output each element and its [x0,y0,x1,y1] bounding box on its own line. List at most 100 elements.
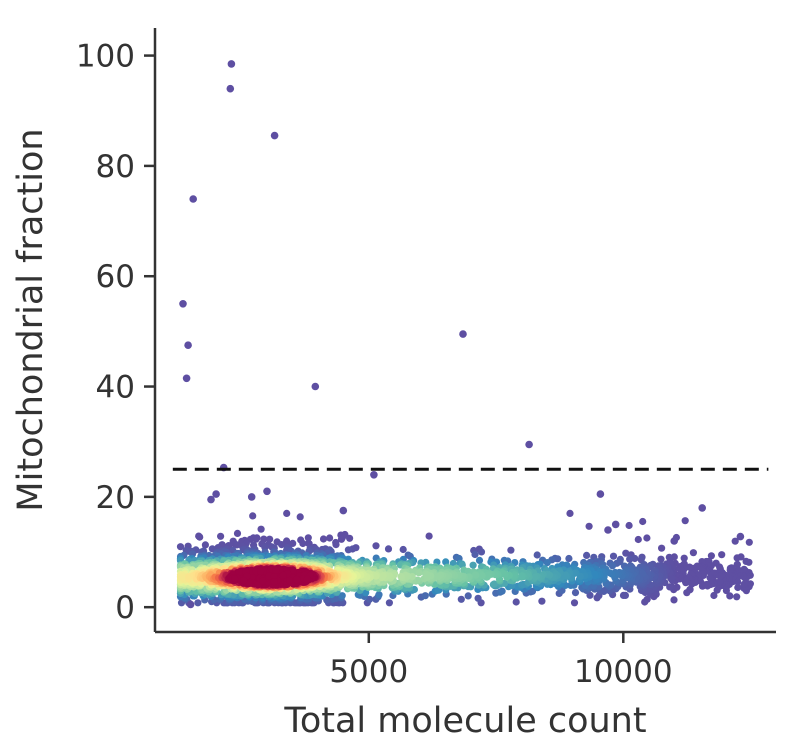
data-point [296,513,304,521]
outlier-point [247,493,256,501]
x-tick-label: 5000 [329,654,408,690]
data-point [201,541,209,549]
data-point [619,591,628,600]
data-point [385,599,393,607]
data-point [657,555,665,563]
data-point [745,538,753,546]
outlier-point [270,131,279,140]
outlier-point [311,382,320,391]
data-point [554,555,562,563]
x-axis-title: Total molecule count [283,701,646,741]
outlier-point [459,330,467,338]
data-point [384,545,393,553]
data-point [639,517,647,526]
data-point [245,579,253,588]
points-layer [176,60,755,609]
data-point [518,572,526,580]
data-point [293,575,301,584]
data-point [265,572,273,580]
data-point [710,591,718,600]
data-point [425,532,433,540]
outlier-point [207,495,215,504]
data-point [566,509,574,517]
data-point [731,537,739,545]
data-point [726,566,734,574]
data-point [643,534,651,542]
outlier-point [596,490,605,498]
outlier-point [263,487,271,496]
data-point [208,545,216,553]
data-point [733,554,741,562]
data-point [283,509,291,517]
data-point [286,576,294,585]
data-point [346,534,354,542]
data-point [716,572,724,580]
data-point [734,583,742,592]
data-point [423,571,432,579]
data-point [249,512,257,520]
data-point [570,599,579,607]
data-point [421,592,429,600]
outlier-point [525,440,533,449]
data-point [477,548,486,556]
y-tick-label: 80 [96,149,135,185]
data-point [626,555,634,563]
data-point [681,517,689,525]
data-point [397,572,405,581]
data-point [270,573,278,581]
data-point [733,560,741,569]
data-point [464,592,472,600]
data-point [591,570,599,578]
data-point [726,592,734,600]
data-point [270,578,278,586]
outlier-point [370,471,378,479]
data-point [585,522,593,530]
data-point [179,574,187,582]
data-point [498,587,506,595]
data-point [399,545,407,554]
outlier-point [179,300,187,308]
data-point [372,542,380,550]
data-point [740,580,748,589]
data-point [235,568,244,576]
outlier-point [189,195,197,203]
data-point [332,541,340,549]
data-point [689,549,698,557]
data-point [528,587,537,595]
data-point [289,539,297,548]
data-point [299,539,307,548]
data-point [266,535,274,543]
data-point [507,546,515,554]
data-point [303,575,311,583]
data-point [571,589,580,597]
data-point [670,596,678,604]
data-point [233,529,242,538]
data-point [375,591,383,599]
data-point [733,593,741,601]
data-point [217,532,225,540]
data-point [231,575,239,583]
data-point [713,586,721,594]
data-point [472,571,480,579]
data-point [344,546,352,554]
outlier-point [227,60,236,68]
data-point [538,597,546,605]
outlier-point [736,532,745,541]
data-point [469,561,477,569]
data-point [512,598,520,606]
outlier-point [698,504,706,512]
outlier-point [226,84,235,93]
data-point [278,541,286,549]
data-point [608,562,617,570]
outlier-point [604,526,612,534]
data-point [337,535,346,543]
data-point [176,543,185,551]
data-point [531,573,539,581]
data-point [533,551,541,559]
data-point [716,578,724,586]
data-point [683,589,691,597]
x-tick-label: 10000 [574,654,673,690]
data-point [583,551,591,560]
data-point [718,551,726,559]
data-point [543,559,551,567]
